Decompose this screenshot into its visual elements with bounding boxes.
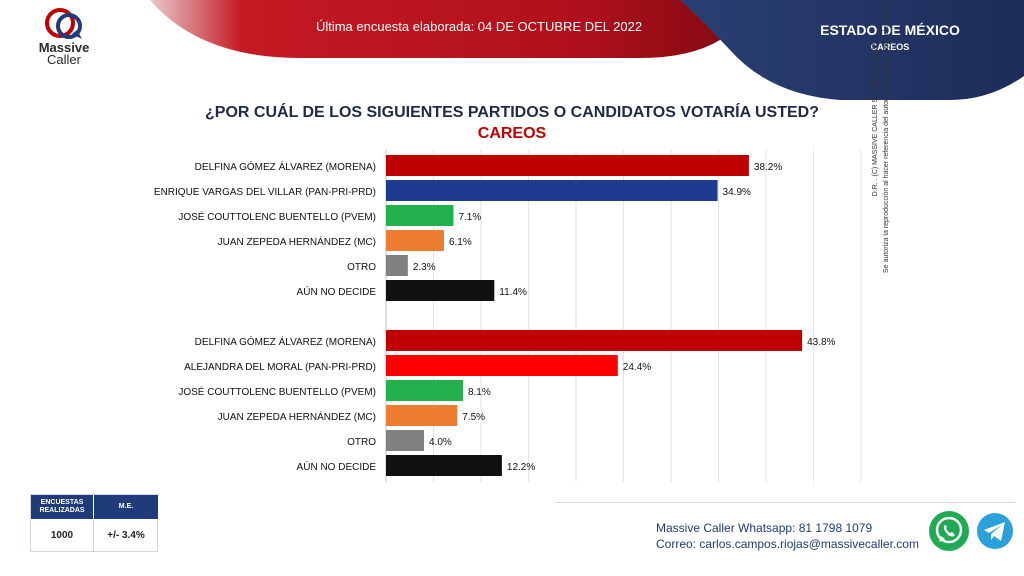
data-label: 12.2%	[507, 462, 535, 473]
bar-2-2	[386, 355, 618, 376]
bar-2-1	[386, 330, 803, 351]
chart-question: ¿POR CUÁL DE LOS SIGUIENTES PARTIDOS O C…	[205, 104, 819, 121]
bar-1-6	[386, 280, 495, 301]
data-label: 2.3%	[413, 262, 436, 273]
bar-2-6	[386, 455, 502, 476]
category-label: JOSÉ COUTTOLENC BUENTELLO (PVEM)	[178, 385, 376, 398]
data-label: 7.1%	[458, 212, 481, 223]
whatsapp-icon[interactable]	[928, 510, 970, 552]
margin-error-header: M.E.	[93, 495, 158, 519]
region-subtitle: CAREOS	[870, 42, 910, 52]
bar-1-3	[386, 205, 454, 226]
data-label: 4.0%	[429, 437, 452, 448]
bar-2-5	[386, 430, 424, 451]
region-title: ESTADO DE MÉXICO	[820, 22, 960, 38]
header-banner	[150, 0, 1024, 100]
bar-1-4	[386, 230, 444, 251]
category-label: JUAN ZEPEDA HERNÁNDEZ (MC)	[218, 410, 376, 423]
category-label: ENRIQUE VARGAS DEL VILLAR (PAN-PRI-PRD)	[154, 187, 376, 198]
copyright-line1: D.R. . (C) MASSIVE CALLER S.A DE C.V. , …	[872, 43, 879, 197]
category-label: JOSÉ COUTTOLENC BUENTELLO (PVEM)	[178, 210, 376, 223]
data-label: 8.1%	[468, 387, 491, 398]
whatsapp-label: Massive Caller Whatsapp:	[656, 521, 796, 535]
stats-table: ENCUESTAS REALIZADAS M.E. 1000 +/- 3.4%	[30, 494, 158, 552]
data-label: 24.4%	[623, 362, 651, 373]
whatsapp-number[interactable]: 81 1798 1079	[798, 521, 873, 535]
data-label: 43.8%	[807, 337, 835, 348]
data-label: 7.5%	[462, 412, 485, 423]
category-label: AÚN NO DECIDE	[297, 285, 377, 298]
category-label: OTRO	[347, 437, 376, 448]
footer-divider	[555, 502, 1015, 503]
bar-2-3	[386, 380, 463, 401]
chart-subtitle: CAREOS	[477, 125, 547, 142]
category-label: DELFINA GÓMEZ ÁLVAREZ (MORENA)	[195, 160, 376, 173]
category-label: JUAN ZEPEDA HERNÁNDEZ (MC)	[218, 235, 376, 248]
surveys-value: 1000	[50, 529, 74, 541]
survey-date: Última encuesta elaborada: 04 DE OCTUBRE…	[315, 19, 643, 34]
data-label: 6.1%	[449, 237, 472, 248]
logo-line1: Massive	[38, 40, 90, 55]
category-label: DELFINA GÓMEZ ÁLVAREZ (MORENA)	[195, 335, 376, 348]
massive-caller-logo: Massive Caller	[26, 8, 102, 78]
surveys-header: ENCUESTAS REALIZADAS	[31, 495, 93, 519]
telegram-icon[interactable]	[976, 512, 1014, 550]
bar-1-2	[386, 180, 718, 201]
data-label: 34.9%	[723, 187, 751, 198]
category-label: AÚN NO DECIDE	[297, 460, 377, 473]
data-label: 38.2%	[754, 162, 782, 173]
email-label: Correo:	[656, 537, 697, 551]
email-address[interactable]: carlos.campos.riojas@massivecaller.com	[699, 537, 919, 551]
bar-1-5	[386, 255, 408, 276]
margin-error-value: +/- 3.4%	[93, 519, 158, 551]
data-label: 11.4%	[499, 287, 527, 298]
contact-info: Massive Caller Whatsapp: 81 1798 1079 Co…	[656, 520, 919, 552]
bar-2-4	[386, 405, 458, 426]
copyright-note: D.R. . (C) MASSIVE CALLER S.A DE C.V. , …	[870, 0, 892, 290]
category-label: ALEJANDRA DEL MORAL (PAN-PRI-PRD)	[184, 362, 376, 373]
copyright-line2: Se autoriza la reproducción al hacer ref…	[883, 0, 890, 273]
chat-bubble-logo-icon	[45, 8, 82, 39]
logo-line2: Caller	[47, 52, 81, 67]
bar-1-1	[386, 155, 749, 176]
category-label: OTRO	[347, 262, 376, 273]
